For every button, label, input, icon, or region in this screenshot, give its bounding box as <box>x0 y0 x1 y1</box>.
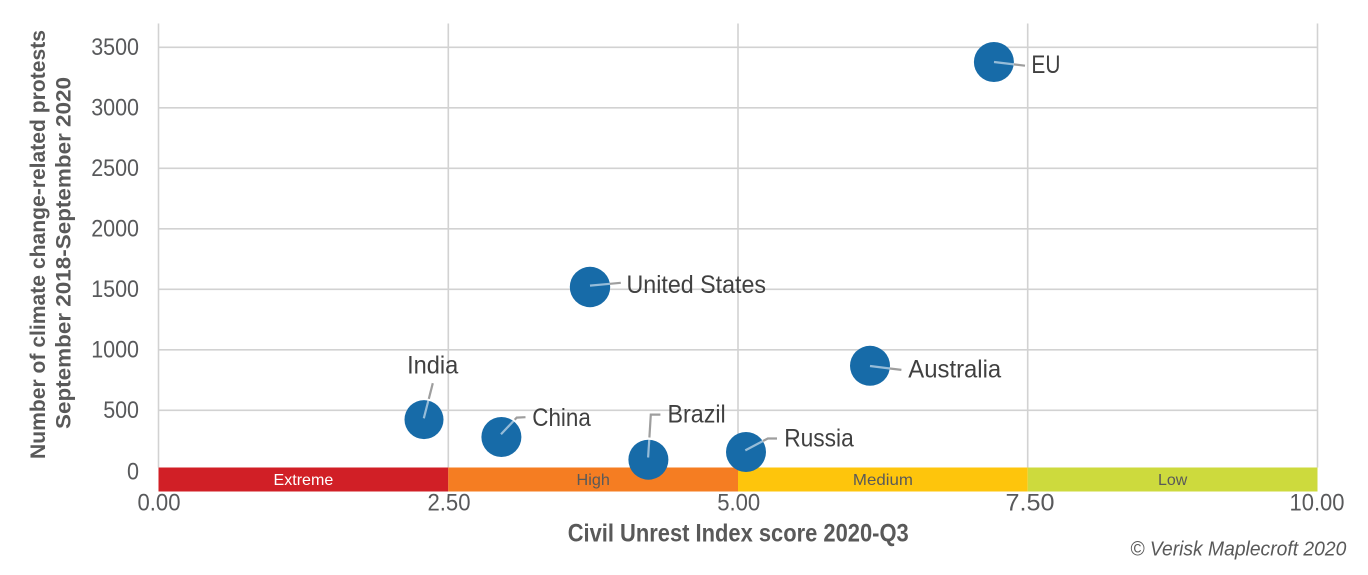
svg-text:7.50: 7.50 <box>1006 489 1055 516</box>
svg-text:1000: 1000 <box>91 337 139 364</box>
svg-text:2000: 2000 <box>91 216 139 243</box>
svg-text:Brazil: Brazil <box>668 401 726 429</box>
svg-text:2500: 2500 <box>91 155 139 182</box>
svg-text:© Verisk Maplecroft 2020: © Verisk Maplecroft 2020 <box>1130 538 1346 560</box>
svg-text:EU: EU <box>1031 51 1060 79</box>
svg-text:Extreme: Extreme <box>274 472 334 489</box>
svg-text:0: 0 <box>127 459 139 486</box>
svg-text:United States: United States <box>627 271 767 299</box>
svg-text:Low: Low <box>1158 472 1188 489</box>
svg-text:High: High <box>577 472 610 489</box>
svg-text:September 2018-September 2020: September 2018-September 2020 <box>53 77 76 429</box>
svg-text:1500: 1500 <box>91 276 139 303</box>
svg-text:Russia: Russia <box>784 424 854 452</box>
svg-text:Number of climate change-relat: Number of climate change-related protest… <box>27 30 50 459</box>
svg-text:10.00: 10.00 <box>1290 489 1345 516</box>
svg-text:India: India <box>407 351 458 379</box>
svg-text:Medium: Medium <box>853 472 913 489</box>
svg-text:Australia: Australia <box>908 356 1001 384</box>
svg-text:2.50: 2.50 <box>428 489 471 516</box>
svg-text:500: 500 <box>103 397 139 424</box>
svg-text:China: China <box>532 404 591 432</box>
svg-text:5.00: 5.00 <box>717 489 760 516</box>
svg-text:3000: 3000 <box>91 95 139 122</box>
svg-text:0.00: 0.00 <box>138 489 181 516</box>
svg-text:3500: 3500 <box>91 34 139 61</box>
svg-text:Civil Unrest Index score 2020-: Civil Unrest Index score 2020-Q3 <box>568 519 909 547</box>
